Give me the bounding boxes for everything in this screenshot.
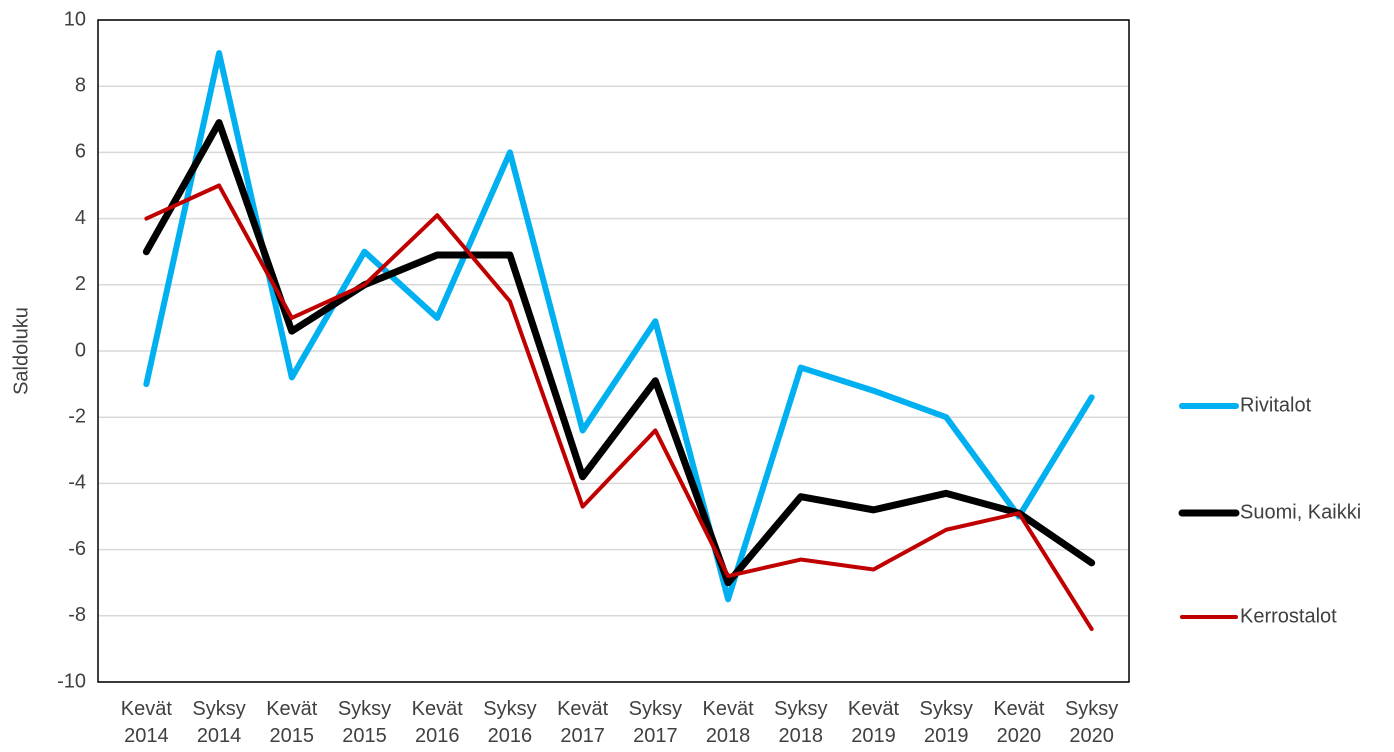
x-tick-label: Kevät 2017 [557, 698, 609, 747]
y-axis-label: Saldoluku [10, 307, 32, 395]
y-tick-label: -8 [68, 604, 86, 626]
x-tick-label: Kevät 2019 [847, 698, 900, 747]
legend-label: Kerrostalot [1240, 605, 1337, 627]
data-line [143, 50, 1095, 603]
y-tick-label: -2 [68, 405, 86, 427]
data-line [144, 183, 1094, 632]
y-tick-label: 10 [64, 8, 86, 30]
data-line [142, 119, 1096, 587]
x-tick-label: Syksy 2015 [337, 698, 392, 747]
x-tick-label: Kevät 2014 [120, 698, 172, 747]
y-tick-label: 0 [75, 339, 86, 361]
y-tick-label: 2 [75, 273, 86, 295]
y-tick-label: 8 [75, 74, 86, 96]
y-tick-label: 6 [75, 141, 86, 163]
x-tick-label: Kevät 2020 [993, 698, 1045, 747]
x-tick-label: Syksy 2018 [774, 698, 828, 747]
x-tick-label: Kevät 2015 [266, 698, 318, 747]
x-tick-label: Syksy 2020 [1064, 698, 1119, 747]
y-tick-label: 4 [75, 207, 86, 229]
x-tick-label: Kevät 2018 [702, 698, 754, 747]
x-tick-label: Kevät 2016 [411, 698, 463, 747]
y-tick-label: -10 [57, 670, 86, 692]
legend-label: Rivitalot [1240, 394, 1312, 416]
x-tick-label: Syksy 2019 [919, 698, 973, 747]
plot-frame [97, 19, 1130, 683]
legend-label: Suomi, Kaikki [1240, 501, 1361, 523]
x-tick-label: Syksy 2014 [192, 698, 246, 747]
y-tick-label: -6 [68, 538, 86, 560]
x-tick-label: Syksy 2016 [483, 698, 537, 747]
y-tick-label: -4 [68, 472, 86, 494]
x-tick-label: Syksy 2017 [628, 698, 683, 747]
